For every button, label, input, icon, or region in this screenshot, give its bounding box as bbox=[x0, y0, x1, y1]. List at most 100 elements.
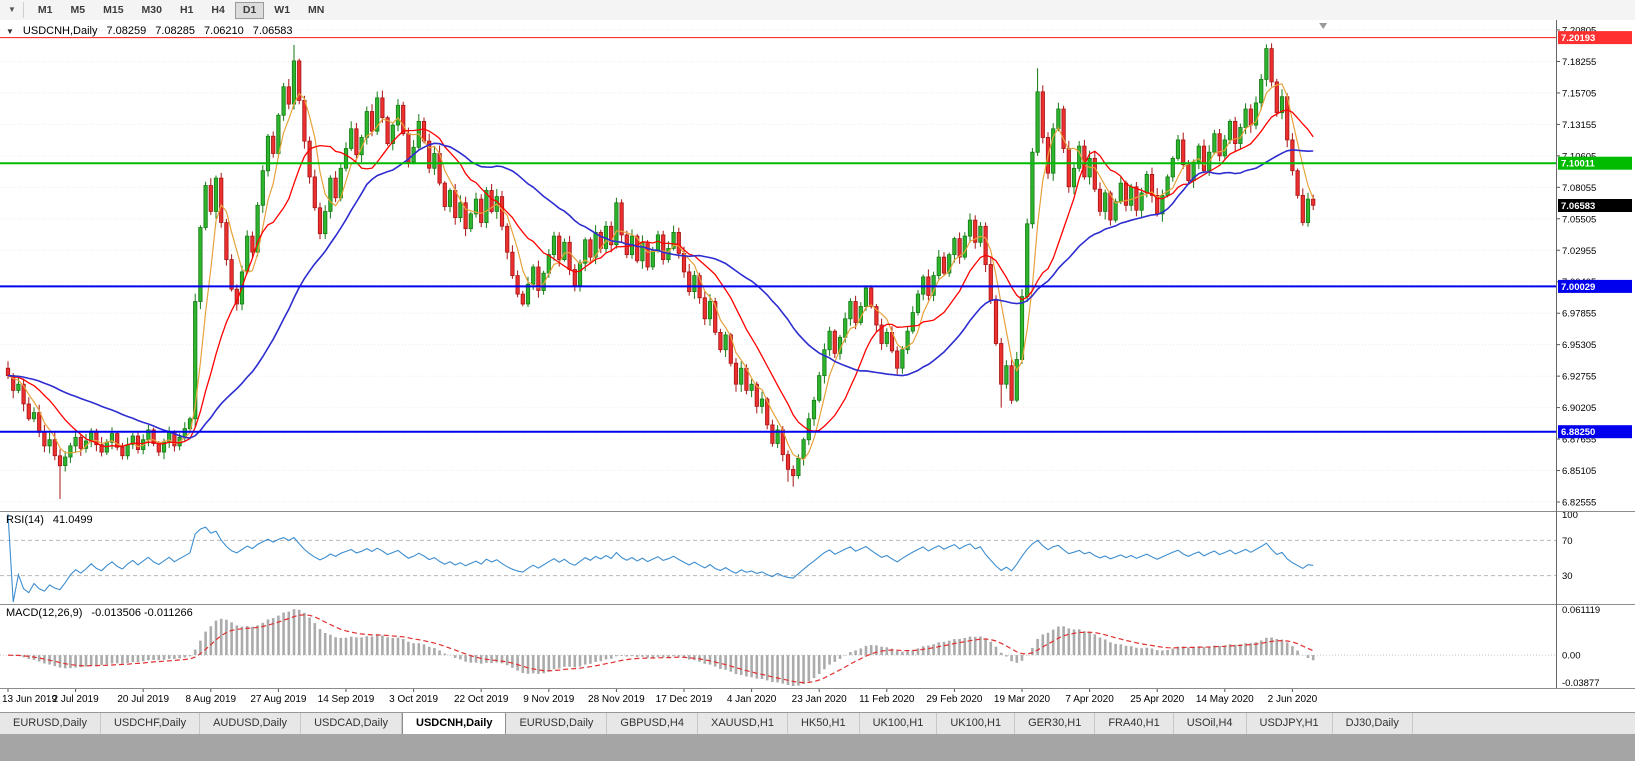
timeframe-button-m1[interactable]: M1 bbox=[37, 3, 53, 16]
macd-indicator-header: MACD(12,26,9) -0.013506 -0.011266 bbox=[6, 607, 193, 619]
chart-tab-eurusd-daily-5[interactable]: EURUSD,Daily bbox=[506, 713, 608, 735]
macd-values: -0.013506 -0.011266 bbox=[91, 607, 193, 619]
chart-dropdown-button[interactable]: ▼ bbox=[3, 2, 24, 18]
horizontal-level-lines bbox=[0, 36, 1556, 433]
chart-tab-usoil-h4[interactable]: USOil,H4 bbox=[1174, 713, 1247, 735]
svg-text:7.15705: 7.15705 bbox=[1562, 88, 1596, 99]
price-badge-7.00029: 7.00029 bbox=[1558, 279, 1632, 293]
rsi-name: RSI(14) bbox=[6, 514, 44, 526]
timeframe-button-h4[interactable]: H4 bbox=[211, 3, 225, 16]
rsi-panel: 100 70 30 bbox=[0, 510, 1578, 603]
chart-tab-usdcad-daily[interactable]: USDCAD,Daily bbox=[301, 713, 403, 735]
svg-text:3 Oct 2019: 3 Oct 2019 bbox=[389, 694, 438, 705]
chart-tab-usdchf-daily[interactable]: USDCHF,Daily bbox=[101, 713, 201, 735]
svg-text:7.10011: 7.10011 bbox=[1561, 159, 1596, 170]
candlesticks bbox=[5, 43, 1316, 499]
timeframe-button-m30[interactable]: M30 bbox=[141, 3, 162, 16]
chart-tab-audusd-daily[interactable]: AUDUSD,Daily bbox=[200, 713, 302, 735]
timeframe-button-m15[interactable]: M15 bbox=[103, 3, 124, 16]
chart-tab-dj30-daily[interactable]: DJ30,Daily bbox=[1333, 713, 1413, 735]
svg-text:70: 70 bbox=[1562, 536, 1573, 547]
svg-text:7.02955: 7.02955 bbox=[1562, 246, 1596, 257]
svg-text:20 Jul 2019: 20 Jul 2019 bbox=[117, 694, 169, 705]
chart-tab-usdcnh-daily[interactable]: USDCNH,Daily bbox=[402, 713, 507, 735]
chart-tab-fra40-h1[interactable]: FRA40,H1 bbox=[1095, 713, 1174, 735]
timeframe-button-h1[interactable]: H1 bbox=[179, 3, 194, 16]
chart-tab-eurusd-daily[interactable]: EURUSD,Daily bbox=[0, 713, 101, 735]
timeframe-button-d1[interactable]: D1 bbox=[234, 1, 265, 19]
chart-tab-ger30-h1[interactable]: GER30,H1 bbox=[1015, 713, 1096, 735]
svg-text:23 Jan 2020: 23 Jan 2020 bbox=[792, 694, 847, 705]
svg-text:8 Aug 2019: 8 Aug 2019 bbox=[185, 694, 236, 705]
svg-text:11 Feb 2020: 11 Feb 2020 bbox=[859, 694, 915, 705]
rsi-value: 41.0499 bbox=[52, 514, 93, 526]
macd-name: MACD(12,26,9) bbox=[6, 607, 83, 619]
price-badge-7.06583: 7.06583 bbox=[1558, 199, 1632, 212]
chart-tab-gbpusd-h4[interactable]: GBPUSD,H4 bbox=[607, 713, 698, 735]
svg-text:6.95305: 6.95305 bbox=[1562, 340, 1596, 351]
timeframe-button-w1[interactable]: W1 bbox=[274, 3, 291, 16]
svg-text:7.18255: 7.18255 bbox=[1562, 57, 1596, 68]
svg-text:2 Jul 2019: 2 Jul 2019 bbox=[53, 694, 100, 705]
svg-text:28 Nov 2019: 28 Nov 2019 bbox=[588, 694, 645, 705]
ma-line-34 bbox=[7, 142, 1314, 439]
price-badge-7.10011: 7.10011 bbox=[1558, 156, 1632, 170]
svg-text:30: 30 bbox=[1562, 571, 1573, 582]
ohlc-low: 7.06210 bbox=[204, 25, 244, 37]
svg-text:9 Nov 2019: 9 Nov 2019 bbox=[523, 694, 575, 705]
ma-line-13 bbox=[7, 109, 1314, 448]
svg-text:22 Oct 2019: 22 Oct 2019 bbox=[454, 694, 509, 705]
svg-text:7.08055: 7.08055 bbox=[1562, 183, 1596, 194]
timeframe-toolbar: ▼ M1 M5 M15 M30 H1 H4 D1 W1 MN bbox=[0, 0, 1635, 21]
svg-text:19 Mar 2020: 19 Mar 2020 bbox=[994, 694, 1051, 705]
svg-text:6.92755: 6.92755 bbox=[1562, 372, 1596, 383]
timeframe-button-m5[interactable]: M5 bbox=[70, 3, 86, 16]
moving-averages bbox=[7, 83, 1314, 461]
chart-tab-uk100-h1-10[interactable]: UK100,H1 bbox=[937, 713, 1016, 735]
chart-tab-uk100-h1[interactable]: UK100,H1 bbox=[860, 713, 938, 735]
price-gridlines bbox=[0, 29, 1556, 503]
svg-text:4 Jan 2020: 4 Jan 2020 bbox=[727, 694, 777, 705]
chart-tab-bar: EURUSD,Daily USDCHF,Daily AUDUSD,Daily USDC… bbox=[0, 712, 1635, 735]
svg-text:6.87655: 6.87655 bbox=[1562, 435, 1596, 446]
price-badge-7.20193: 7.20193 bbox=[1558, 31, 1632, 45]
price-badge-6.88250: 6.88250 bbox=[1558, 425, 1632, 438]
svg-text:2 Jun 2020: 2 Jun 2020 bbox=[1268, 694, 1318, 705]
svg-text:0.00: 0.00 bbox=[1562, 651, 1581, 662]
svg-text:100: 100 bbox=[1562, 510, 1578, 521]
chart-shift-marker-icon[interactable] bbox=[1319, 23, 1328, 29]
svg-text:6.88250: 6.88250 bbox=[1561, 427, 1595, 438]
svg-text:29 Feb 2020: 29 Feb 2020 bbox=[926, 694, 983, 705]
svg-text:27 Aug 2019: 27 Aug 2019 bbox=[250, 694, 307, 705]
macd-panel: 0.061119 0.00 -0.03877 bbox=[0, 605, 1600, 689]
svg-text:7.06583: 7.06583 bbox=[1561, 201, 1595, 212]
timeframe-button-mn[interactable]: MN bbox=[308, 3, 325, 16]
ohlc-close: 7.06583 bbox=[252, 25, 293, 37]
svg-text:14 Sep 2019: 14 Sep 2019 bbox=[318, 694, 375, 705]
macd-signal-line bbox=[7, 614, 1314, 684]
price-axis: 7.208057.182557.157057.131557.106057.080… bbox=[1556, 26, 1632, 509]
svg-text:6.85105: 6.85105 bbox=[1562, 466, 1596, 477]
status-bar bbox=[0, 734, 1635, 761]
svg-text:7.20805: 7.20805 bbox=[1562, 26, 1596, 37]
chart-tab-usdjpy-h1[interactable]: USDJPY,H1 bbox=[1247, 713, 1333, 735]
svg-text:17 Dec 2019: 17 Dec 2019 bbox=[656, 694, 713, 705]
svg-text:6.90205: 6.90205 bbox=[1562, 403, 1596, 414]
svg-text:-0.03877: -0.03877 bbox=[1562, 678, 1600, 689]
chart-area[interactable]: 100 70 30 0.061119 0.00 -0.03877 13 Jun 2019 2 … bbox=[0, 20, 1635, 712]
svg-text:7.00029: 7.00029 bbox=[1561, 282, 1595, 293]
svg-text:7 Apr 2020: 7 Apr 2020 bbox=[1065, 694, 1114, 705]
svg-text:13 Jun 2019: 13 Jun 2019 bbox=[2, 694, 57, 705]
svg-text:7.20193: 7.20193 bbox=[1561, 33, 1595, 44]
svg-text:0.061119: 0.061119 bbox=[1562, 605, 1600, 616]
svg-text:6.82555: 6.82555 bbox=[1562, 498, 1596, 509]
chart-tab-hk50-h1[interactable]: HK50,H1 bbox=[788, 713, 860, 735]
ohlc-open: 7.08259 bbox=[106, 25, 147, 37]
chart-tab-xauusd-h1[interactable]: XAUUSD,H1 bbox=[698, 713, 788, 735]
collapse-icon[interactable]: ▼ bbox=[6, 26, 14, 36]
ma-line-5 bbox=[7, 83, 1314, 461]
svg-text:14 May 2020: 14 May 2020 bbox=[1196, 694, 1254, 705]
